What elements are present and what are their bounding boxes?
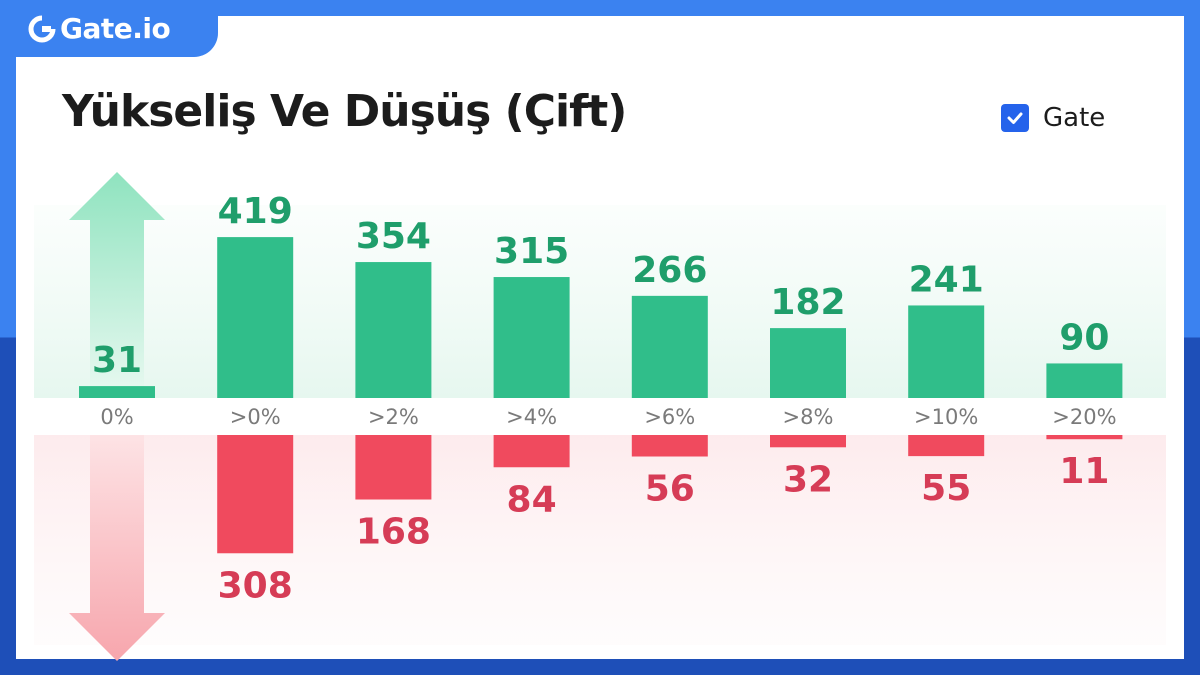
category-tick-label: >0% [230,405,281,429]
down-value-label: 308 [218,565,293,606]
category-tick-label: >10% [914,405,978,429]
down-value-label: 11 [1059,451,1109,492]
up-bar [355,262,432,398]
category-tick-label: >6% [644,405,695,429]
up-arrow-icon [69,172,165,398]
brand-name: Gate.io [60,12,171,45]
up-zone-background [34,205,1166,398]
legend-label: Gate [1043,103,1106,133]
up-bar [217,237,294,398]
up-bar [908,305,985,398]
gate-logo-icon [28,14,56,42]
down-value-label: 56 [645,469,695,510]
up-value-label: 315 [494,231,569,272]
up-bar [770,328,846,398]
checkmark-icon [1007,112,1023,124]
down-bar [493,435,570,468]
down-bar [1046,435,1123,440]
up-bar [493,277,570,398]
category-tick-label: 0% [100,405,133,429]
up-value-label: 241 [909,259,984,300]
checkbox-icon[interactable] [1001,104,1029,132]
brand-logo: Gate.io [0,0,218,57]
legend[interactable]: Gate [1001,103,1105,133]
down-arrow-icon [69,435,165,661]
up-value-label: 90 [1059,317,1109,358]
down-value-label: 32 [783,459,833,500]
up-value-label: 419 [218,191,293,232]
chart-title: Yükseliş Ve Düşüş (Çift) [62,86,627,137]
up-bar [1046,363,1123,398]
up-value-label: 354 [356,216,431,257]
category-tick-label: >8% [783,405,834,429]
category-tick-label: >4% [506,405,557,429]
down-value-label: 84 [507,479,557,520]
category-tick-label: >2% [368,405,419,429]
up-bar [631,295,708,398]
down-bar [770,435,846,448]
up-value-label: 182 [770,282,845,323]
down-bar [355,435,432,500]
down-zone-background [34,435,1166,645]
up-value-label: 31 [92,340,142,381]
category-tick-label: >20% [1052,405,1116,429]
up-value-label: 266 [632,250,707,291]
down-value-label: 168 [356,512,431,553]
up-bar [79,386,155,398]
down-bar [908,435,985,457]
down-value-label: 55 [921,468,971,509]
down-bar [631,435,708,457]
down-bar [217,435,294,554]
